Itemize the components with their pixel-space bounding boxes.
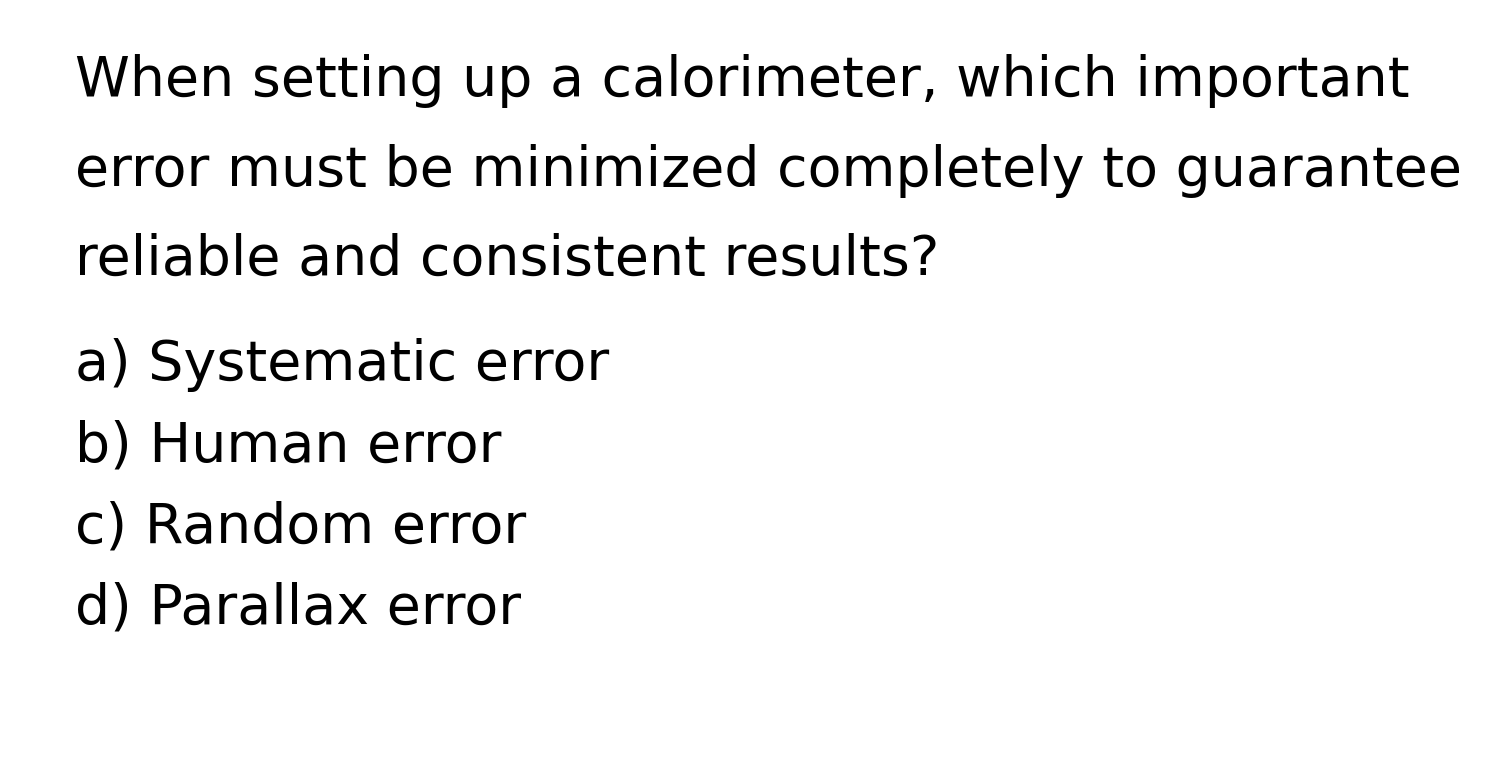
Text: d) Parallax error: d) Parallax error	[75, 582, 520, 636]
Text: reliable and consistent results?: reliable and consistent results?	[75, 233, 939, 287]
Text: b) Human error: b) Human error	[75, 419, 501, 473]
Text: error must be minimized completely to guarantee: error must be minimized completely to gu…	[75, 144, 1462, 198]
Text: a) Systematic error: a) Systematic error	[75, 338, 609, 392]
Text: c) Random error: c) Random error	[75, 501, 526, 555]
Text: When setting up a calorimeter, which important: When setting up a calorimeter, which imp…	[75, 54, 1410, 109]
